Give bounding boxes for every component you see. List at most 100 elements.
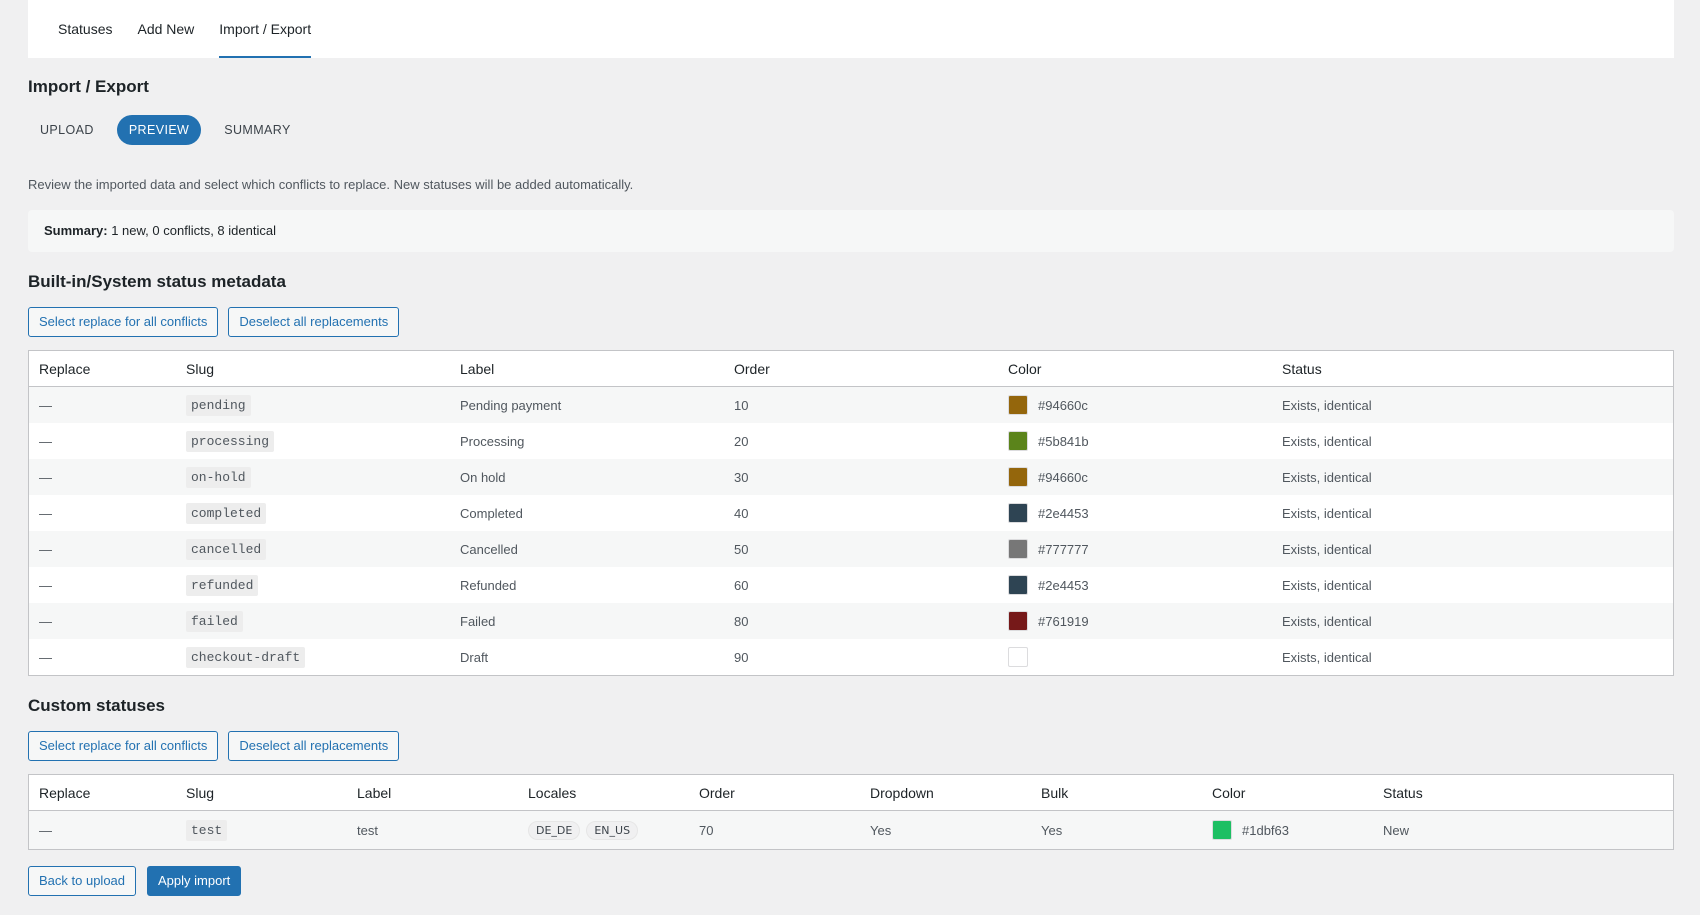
summary-label: Summary: — [44, 223, 108, 238]
label-cell: On hold — [450, 459, 724, 495]
color-swatch — [1212, 820, 1232, 840]
label-cell: Draft — [460, 649, 489, 665]
builtin-table: Replace Slug Label Order Color Status — p… — [28, 350, 1674, 676]
col-order: Order — [689, 774, 860, 811]
slug-code: failed — [186, 611, 243, 632]
slug-code: checkout-draft — [186, 647, 306, 668]
custom-actions: Select replace for all conflicts Deselec… — [28, 731, 1674, 761]
order-cell: 30 — [724, 459, 998, 495]
color-swatch — [1008, 467, 1028, 487]
col-status: Status — [1272, 350, 1674, 387]
order-cell: 90 — [734, 649, 749, 665]
color-hex: #94660c — [1038, 397, 1088, 413]
builtin-heading: Built-in/System status metadata — [28, 272, 286, 291]
status-cell: Exists, identical — [1282, 577, 1372, 593]
slug-cell: processing — [176, 423, 450, 459]
slug-code: processing — [186, 431, 275, 452]
color-swatch — [1008, 575, 1028, 595]
page-title: Import / Export — [28, 77, 149, 96]
order-cell: 60 — [734, 577, 749, 593]
bulk-cell: Yes — [1031, 810, 1202, 850]
status-cell: Exists, identical — [1282, 433, 1372, 449]
dropdown-cell: Yes — [860, 810, 1031, 850]
intro-text: Review the imported data and select whic… — [28, 177, 634, 192]
color-wrap: #1dbf63 — [1212, 820, 1363, 840]
color-hex: #94660c — [1038, 469, 1088, 485]
color-swatch — [1008, 647, 1028, 667]
slug-cell: completed — [176, 495, 450, 531]
order-cell: 70 — [689, 810, 860, 850]
color-cell: #2e4453 — [998, 567, 1272, 603]
builtin-actions: Select replace for all conflicts Deselec… — [28, 307, 1674, 337]
step-indicator: UPLOAD PREVIEW SUMMARY — [28, 115, 1674, 145]
table-row: — checkout-draft Draft 90 Exists, identical — [29, 639, 1674, 676]
color-wrap: #2e4453 — [1008, 575, 1262, 595]
slug-cell: test — [176, 810, 347, 850]
table-row: — on-hold On hold 30 #94660c Exists, identica… — [28, 459, 1674, 495]
label-cell: Refunded — [460, 577, 517, 593]
status-cell: Exists, identical — [1272, 386, 1674, 423]
replace-cell: — — [39, 577, 52, 593]
status-cell: New — [1373, 810, 1674, 850]
color-cell: #1dbf63 — [1202, 810, 1373, 850]
slug-cell: cancelled — [176, 531, 450, 567]
table-row: — processing Processing 20 #5b841b Exists, id… — [29, 423, 1674, 459]
custom-heading: Custom statuses — [28, 696, 165, 715]
apply-import-button[interactable]: Apply import — [147, 866, 242, 896]
table-row: — refunded Refunded 60 #2e4453 Exists, identi… — [29, 567, 1674, 603]
replace-cell: — — [39, 505, 52, 521]
color-wrap — [1008, 647, 1262, 667]
order-cell: 40 — [734, 505, 749, 521]
color-wrap: #5b841b — [1008, 431, 1262, 451]
slug-code: pending — [186, 395, 251, 416]
order-cell: 10 — [724, 386, 998, 423]
color-cell: #94660c — [998, 459, 1272, 495]
color-cell: #777777 — [998, 531, 1272, 567]
slug-code: completed — [186, 503, 267, 524]
label-cell: test — [347, 810, 518, 850]
status-cell: Exists, identical — [1272, 531, 1674, 567]
label-cell: Processing — [460, 433, 525, 449]
col-bulk: Bulk — [1031, 774, 1202, 811]
color-swatch — [1008, 431, 1028, 451]
order-cell: 80 — [724, 603, 998, 639]
slug-cell: refunded — [176, 567, 450, 603]
back-to-upload-button[interactable]: Back to upload — [28, 866, 137, 896]
summary-box: Summary: 1 new, 0 conflicts, 8 identical — [28, 210, 1674, 252]
locale-badge: EN_US — [586, 820, 639, 840]
color-cell: #94660c — [998, 386, 1272, 423]
color-wrap: #761919 — [1008, 611, 1262, 631]
col-color: Color — [1202, 774, 1373, 811]
tab-statuses[interactable]: Statuses — [58, 21, 113, 37]
label-cell: Failed — [450, 603, 724, 639]
status-cell: Exists, identical — [1282, 649, 1372, 665]
color-wrap: #94660c — [1008, 467, 1262, 487]
builtin-deselect-all-button[interactable]: Deselect all replacements — [228, 307, 400, 337]
color-hex: #2e4453 — [1038, 505, 1089, 521]
custom-select-all-button[interactable]: Select replace for all conflicts — [28, 731, 219, 761]
label-cell: Pending payment — [450, 386, 724, 423]
color-cell: #2e4453 — [998, 495, 1272, 531]
table-row: — pending Pending payment 10 #94660c Exists, … — [28, 386, 1674, 423]
table-row: — failed Failed 80 #761919 Exists, identical — [28, 603, 1674, 639]
color-hex: #777777 — [1038, 541, 1089, 557]
order-cell: 50 — [724, 531, 998, 567]
col-order: Order — [724, 350, 998, 387]
tab-add-new[interactable]: Add New — [137, 21, 195, 37]
step-summary: SUMMARY — [224, 123, 291, 137]
col-locales: Locales — [518, 774, 689, 811]
builtin-select-all-button[interactable]: Select replace for all conflicts — [28, 307, 219, 337]
custom-deselect-all-button[interactable]: Deselect all replacements — [228, 731, 400, 761]
builtin-header-row: Replace Slug Label Order Color Status — [28, 350, 1674, 387]
color-hex: #761919 — [1038, 613, 1089, 629]
custom-table: Replace Slug Label Locales Order Dropdow… — [28, 774, 1674, 850]
summary-text: 1 new, 0 conflicts, 8 identical — [111, 223, 276, 238]
col-color: Color — [998, 350, 1272, 387]
locales-cell: DE_DE EN_US — [518, 810, 689, 850]
custom-header-row: Replace Slug Label Locales Order Dropdow… — [28, 774, 1674, 811]
color-wrap: #777777 — [1008, 539, 1262, 559]
col-label: Label — [347, 774, 518, 811]
page-wrap: Statuses Add New Import / Export Import … — [28, 0, 1674, 896]
tab-import-export[interactable]: Import / Export — [219, 0, 312, 58]
builtin-table-body: — pending Pending payment 10 #94660c Exists, … — [28, 386, 1674, 676]
